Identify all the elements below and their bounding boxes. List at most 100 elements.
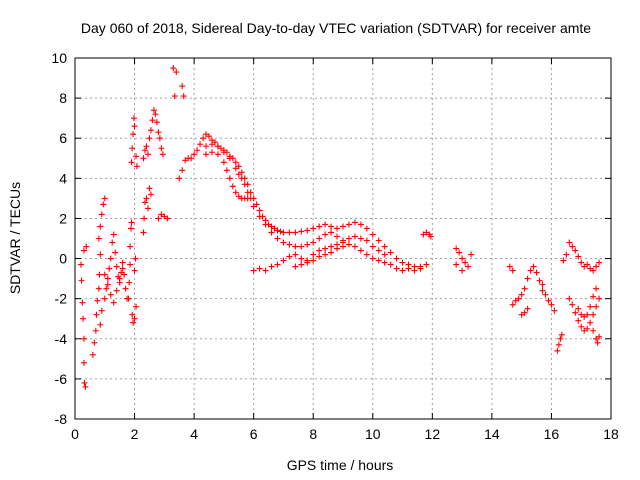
x-tick-label: 10 — [365, 426, 381, 442]
data-point — [146, 135, 153, 142]
data-point — [126, 279, 133, 286]
data-point — [298, 261, 305, 268]
data-point — [150, 107, 157, 114]
data-point — [521, 285, 528, 292]
data-point — [97, 223, 104, 230]
data-point — [322, 231, 329, 238]
data-point — [95, 285, 102, 292]
data-point — [109, 239, 116, 246]
data-point — [521, 309, 528, 316]
data-point — [98, 211, 105, 218]
data-point — [351, 233, 358, 240]
data-point — [110, 231, 117, 238]
data-point — [226, 155, 233, 162]
data-point — [176, 175, 183, 182]
data-point — [208, 149, 215, 156]
data-point — [569, 301, 576, 308]
data-point — [129, 311, 136, 318]
data-point — [393, 265, 400, 272]
data-point — [292, 263, 299, 270]
data-point — [286, 253, 293, 260]
data-point — [590, 293, 597, 300]
data-point — [584, 311, 591, 318]
data-point — [96, 271, 103, 278]
data-point — [545, 297, 552, 304]
data-point — [129, 145, 136, 152]
data-point — [127, 243, 134, 250]
data-point — [77, 261, 84, 268]
data-point — [363, 225, 370, 232]
data-point — [113, 287, 120, 294]
data-point — [539, 281, 546, 288]
data-point — [197, 141, 204, 148]
data-point — [119, 259, 126, 266]
data-point — [328, 249, 335, 256]
data-point — [578, 259, 585, 266]
data-point — [554, 347, 561, 354]
data-point — [578, 323, 585, 330]
data-point — [357, 235, 364, 242]
data-point — [572, 309, 579, 316]
data-point — [381, 243, 388, 250]
x-tick-label: 18 — [603, 426, 619, 442]
data-point — [310, 239, 317, 246]
data-point — [593, 285, 600, 292]
y-tick-label: -2 — [55, 291, 68, 307]
data-point — [596, 259, 603, 266]
data-point — [128, 219, 135, 226]
data-point — [322, 221, 329, 228]
data-point — [345, 221, 352, 228]
data-point — [566, 239, 573, 246]
data-point — [539, 287, 546, 294]
data-point — [563, 251, 570, 258]
data-point — [515, 295, 522, 302]
data-point — [262, 221, 269, 228]
data-point — [453, 245, 460, 252]
data-point — [256, 213, 263, 220]
data-point — [200, 135, 207, 142]
data-point — [304, 227, 311, 234]
data-point — [322, 245, 329, 252]
data-point — [83, 243, 90, 250]
data-point — [468, 251, 475, 258]
data-point — [292, 229, 299, 236]
data-point — [518, 291, 525, 298]
data-point — [143, 195, 150, 202]
data-point — [127, 225, 134, 232]
data-point — [223, 167, 230, 174]
y-axis-label: SDTVAR / TECUs — [7, 182, 23, 294]
data-point — [304, 241, 311, 248]
series-cluster-1.8-2.3 — [125, 115, 140, 326]
data-point — [357, 221, 364, 228]
data-point — [80, 359, 87, 366]
y-tick-label: 8 — [59, 90, 67, 106]
data-point — [417, 265, 424, 272]
y-tick-label: 4 — [59, 170, 67, 186]
y-tick-label: -4 — [55, 331, 68, 347]
data-point — [100, 201, 107, 208]
data-point — [277, 228, 284, 235]
data-point — [351, 243, 358, 250]
data-point — [459, 255, 466, 262]
data-point — [286, 241, 293, 248]
data-point — [555, 341, 562, 348]
data-point — [399, 267, 406, 274]
data-point — [328, 229, 335, 236]
x-tick-label: 4 — [190, 426, 198, 442]
data-point — [375, 237, 382, 244]
data-point — [152, 111, 159, 118]
data-point — [334, 225, 341, 232]
data-point — [155, 129, 162, 136]
data-point — [465, 263, 472, 270]
data-point — [274, 261, 281, 268]
chart-title: Day 060 of 2018, Sidereal Day-to-day VTE… — [81, 20, 591, 36]
data-point — [203, 151, 210, 158]
data-point — [262, 267, 269, 274]
data-point — [149, 117, 156, 124]
data-point — [103, 285, 110, 292]
data-point — [156, 135, 163, 142]
series-cluster-0.6-1.8 — [89, 195, 131, 358]
data-point — [214, 151, 221, 158]
x-tick-label: 14 — [484, 426, 500, 442]
data-point — [106, 265, 113, 272]
